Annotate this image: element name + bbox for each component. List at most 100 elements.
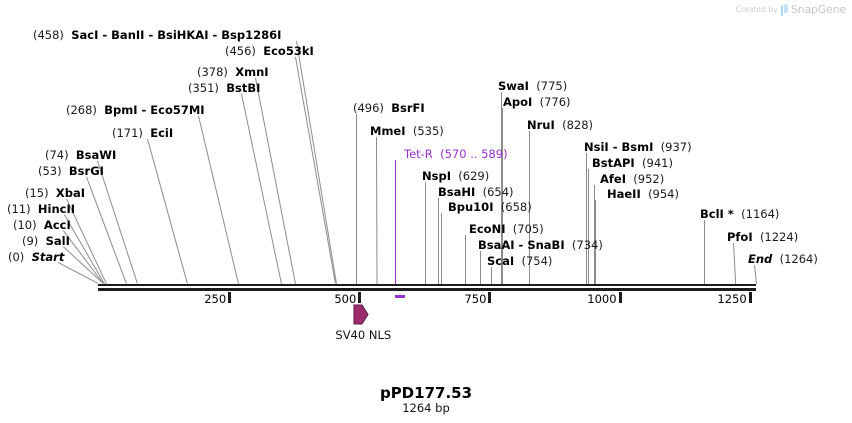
site-label-end[interactable]: End (1264) xyxy=(748,253,818,266)
site-position-sali: (9) xyxy=(22,234,39,248)
ruler-tick-1000 xyxy=(618,292,622,303)
leader-line-nrui xyxy=(529,131,531,284)
site-enzyme-scai: ScaI xyxy=(487,254,515,268)
site-position-bsrfi: (496) xyxy=(353,101,384,115)
site-enzyme-xmni: XmnI xyxy=(235,65,269,79)
snapgene-watermark: Created by SnapGene xyxy=(735,3,847,16)
leader-line-bsrfi xyxy=(356,114,358,284)
site-label-eco53ki[interactable]: (456) Eco53kI xyxy=(225,45,314,58)
site-enzyme-ecii: EciI xyxy=(150,126,174,140)
site-position-swai: (775) xyxy=(536,79,568,93)
site-label-haeii[interactable]: HaeII (954) xyxy=(607,188,679,201)
site-enzyme-bsrgi: BsrGI xyxy=(68,164,104,178)
leader-line-bsaai xyxy=(480,251,482,284)
site-label-bpu10i[interactable]: Bpu10I (658) xyxy=(448,201,532,214)
site-label-afei[interactable]: AfeI (952) xyxy=(600,173,664,186)
leader-line-afei xyxy=(593,185,595,284)
site-label-bsrgi[interactable]: (53) BsrGI xyxy=(38,165,104,178)
leader-line-apoi xyxy=(501,108,503,284)
site-enzyme-apoi: ApoI xyxy=(503,95,533,109)
site-enzyme-bstbi: BstBI xyxy=(226,81,261,95)
site-label-acci[interactable]: (10) AccI xyxy=(13,219,71,232)
site-label-xbai[interactable]: (15) XbaI xyxy=(25,187,85,200)
ruler-label-500: 500 xyxy=(334,292,357,306)
site-enzyme-sali: SalI xyxy=(45,234,70,248)
site-position-pfoi: (1224) xyxy=(759,230,799,244)
site-enzyme-bpmi: BpmI - Eco57MI xyxy=(104,103,205,117)
site-position-scai: (754) xyxy=(521,254,553,268)
site-label-saci[interactable]: (458) SacI - BanII - BsiHKAI - Bsp1286I xyxy=(33,29,281,42)
site-enzyme-bsrfi: BsrFI xyxy=(391,101,425,115)
site-position-econi: (705) xyxy=(512,222,544,236)
site-label-hincii[interactable]: (11) HincII xyxy=(7,203,75,216)
site-position-bstbi: (351) xyxy=(188,81,219,95)
feature-tet-r-marker[interactable] xyxy=(394,295,405,298)
site-label-apoi[interactable]: ApoI (776) xyxy=(503,96,571,109)
sv40-nls-feature-label: SV40 NLS xyxy=(335,328,392,342)
site-enzyme-swai: SwaI xyxy=(498,79,529,93)
site-position-xmni: (378) xyxy=(197,65,228,79)
site-label-bsahi[interactable]: BsaHI (654) xyxy=(438,186,514,199)
site-enzyme-start: Start xyxy=(31,250,65,264)
ruler-label-1250: 1250 xyxy=(717,292,747,306)
ruler-tick-250 xyxy=(228,292,232,303)
site-label-scai[interactable]: ScaI (754) xyxy=(487,255,552,268)
site-label-bstbi[interactable]: (351) BstBI xyxy=(188,82,260,95)
site-enzyme-tetr: Tet-R xyxy=(404,147,433,161)
site-enzyme-bsawi: BsaWI xyxy=(75,148,117,162)
plasmid-length-subtitle: 1264 bp xyxy=(402,401,450,415)
site-label-swai[interactable]: SwaI (775) xyxy=(498,80,567,93)
leader-line-bpmi xyxy=(197,115,239,284)
site-label-mmei[interactable]: MmeI (535) xyxy=(370,125,444,138)
leader-line-saci xyxy=(296,40,338,284)
site-enzyme-bsaai: BsaAI - SnaBI xyxy=(478,238,565,252)
site-position-eco53ki: (456) xyxy=(225,44,256,58)
site-label-nrui[interactable]: NruI (828) xyxy=(527,119,593,132)
site-enzyme-bstapi: BstAPI xyxy=(592,156,635,170)
site-enzyme-econi: EcoNI xyxy=(469,222,506,236)
site-label-nspi[interactable]: NspI (629) xyxy=(422,170,489,183)
site-label-nsii[interactable]: NsiI - BsmI (937) xyxy=(584,141,692,154)
site-enzyme-bcli: BclI * xyxy=(700,207,734,221)
leader-line-nspi xyxy=(425,182,427,284)
site-label-tetr[interactable]: Tet-R (570 .. 589) xyxy=(404,148,508,161)
site-enzyme-mmei: MmeI xyxy=(370,124,406,138)
site-enzyme-bpu10i: Bpu10I xyxy=(448,200,494,214)
site-enzyme-haeii: HaeII xyxy=(607,187,641,201)
sv40-nls-arrow-icon[interactable] xyxy=(353,304,375,328)
leader-line-swai xyxy=(501,92,503,284)
site-label-sali[interactable]: (9) SalI xyxy=(22,235,70,248)
site-enzyme-afei: AfeI xyxy=(600,172,626,186)
site-label-bsaai[interactable]: BsaAI - SnaBI (734) xyxy=(478,239,603,252)
site-position-bpmi: (268) xyxy=(66,103,97,117)
site-label-bstapi[interactable]: BstAPI (941) xyxy=(592,157,673,170)
site-label-bcli[interactable]: BclI * (1164) xyxy=(700,208,779,221)
site-label-econi[interactable]: EcoNI (705) xyxy=(469,223,544,236)
site-label-xmni[interactable]: (378) XmnI xyxy=(197,66,269,79)
site-label-bsrfi[interactable]: (496) BsrFI xyxy=(353,102,425,115)
site-label-bsawi[interactable]: (74) BsaWI xyxy=(45,149,116,162)
ruler-label-1000: 1000 xyxy=(587,292,617,306)
leader-line-ecii xyxy=(147,138,188,284)
ruler-label-750: 750 xyxy=(464,292,487,306)
site-position-bsawi: (74) xyxy=(45,148,69,162)
site-enzyme-hincii: HincII xyxy=(37,202,76,216)
site-label-pfoi[interactable]: PfoI (1224) xyxy=(727,231,798,244)
site-label-bpmi[interactable]: (268) BpmI - Eco57MI xyxy=(66,104,205,117)
leader-line-scai xyxy=(490,267,492,284)
leader-line-mmei xyxy=(376,136,378,284)
site-label-ecii[interactable]: (171) EciI xyxy=(112,127,173,140)
site-position-bstapi: (941) xyxy=(642,156,673,170)
snapgene-leaf-logo-icon xyxy=(780,3,788,16)
leader-line-bstapi xyxy=(587,169,589,284)
leader-line-nsii xyxy=(585,153,587,284)
site-position-tetr: (570 .. 589) xyxy=(440,147,508,161)
plasmid-name-title: pPD177.53 xyxy=(379,384,473,402)
leader-line-pfoi xyxy=(733,242,737,284)
watermark-brand-label: SnapGene xyxy=(790,3,846,16)
site-position-ecii: (171) xyxy=(112,126,143,140)
site-position-acci: (10) xyxy=(13,218,37,232)
watermark-created-by-label: Created by xyxy=(735,5,778,14)
site-label-start[interactable]: (0) Start xyxy=(8,251,64,264)
